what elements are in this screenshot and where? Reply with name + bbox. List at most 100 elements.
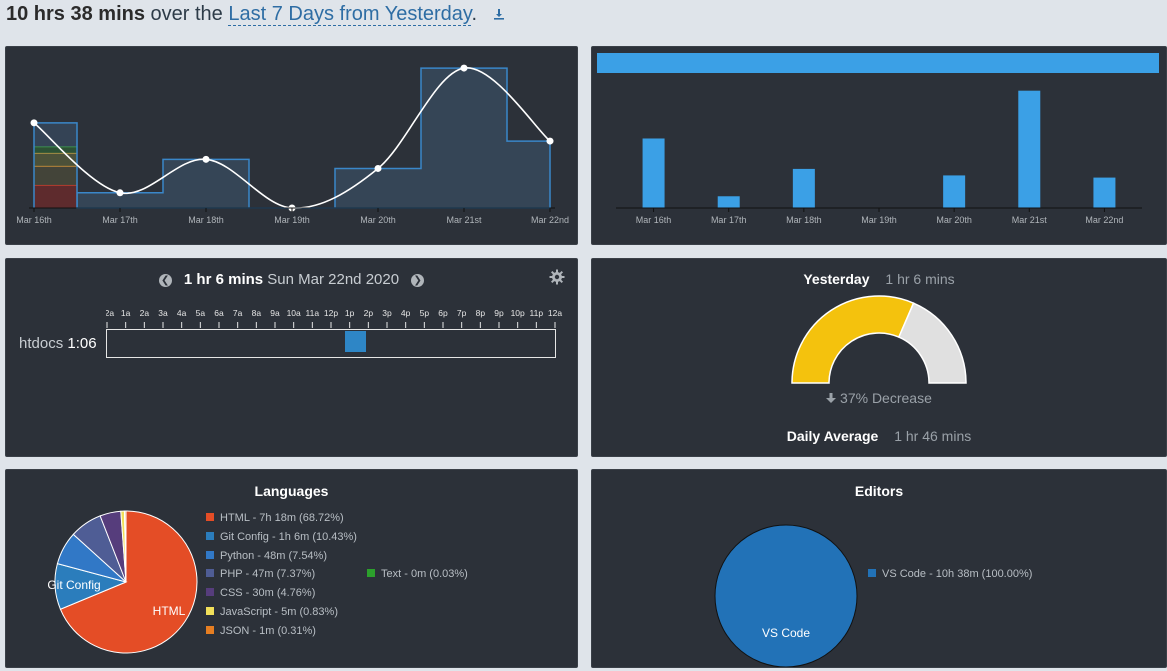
activity-stack-rest (34, 122, 77, 147)
languages-slice-html (59, 510, 198, 654)
activity-x-tick-label: Mar 16th (16, 215, 52, 225)
daily-x-tick-label: Mar 20th (936, 215, 972, 225)
yesterday-value: 1 hr 6 mins (885, 271, 955, 287)
daily-bar (1018, 90, 1041, 208)
languages-legend-swatch (206, 606, 214, 615)
timeline-hour-label: 2a (140, 308, 150, 318)
languages-legend-item[interactable]: HTML - 7h 18m (68.72%) (206, 509, 357, 528)
daily-average-label: Daily Average (786, 428, 879, 444)
languages-legend-swatch (367, 569, 375, 577)
timeline-hour-label: 9p (494, 308, 504, 318)
languages-slice-label: Git Config (47, 578, 100, 592)
activity-point (460, 64, 468, 72)
header-period: . (471, 3, 478, 25)
daily-bar-chart-panel: Mar 16th Mar 17th Mar 18th Mar 19th Mar 20th… (591, 46, 1167, 245)
editors-panel: Editors VS Code VS Code - 10h 38m (100.0… (591, 469, 1167, 668)
timeline-hour-label: 12a (106, 308, 114, 318)
languages-title: Languages (254, 483, 329, 499)
timeline-project-name: htdocs (19, 335, 64, 352)
activity-x-tick-label: Mar 22nd (531, 215, 569, 225)
change-text: 37% Decrease (840, 390, 932, 406)
activity-x-tick-label: Mar 21st (446, 215, 482, 225)
timeline-hour-label: 2p (364, 308, 374, 318)
gauge-remaining (897, 302, 967, 384)
languages-legend-item[interactable]: Python - 48m (7.54%) (206, 547, 357, 566)
timeline-hour-label: 11a (306, 308, 320, 318)
yesterday-row: Yesterday 1 hr 6 mins (592, 271, 1166, 287)
timeline-hour-label: 5a (196, 308, 206, 318)
timeline-hour-label: 8a (252, 308, 262, 318)
date-range-selector[interactable]: Last 7 Days from Yesterday (228, 3, 472, 26)
languages-legend-text: Python - 48m (7.54%) (220, 549, 327, 562)
languages-legend-item[interactable]: JSON - 1m (0.31%) (206, 622, 357, 641)
languages-legend-swatch (206, 569, 214, 578)
languages-legend-item[interactable]: JavaScript - 5m (0.83%) (206, 603, 357, 622)
timeline-hour-label: 11p (530, 308, 544, 318)
timeline-hour-label: 12a (548, 308, 562, 318)
editors-pie-chart: VS Code (714, 524, 858, 667)
activity-stack-html (34, 185, 77, 208)
yesterday-panel: Yesterday 1 hr 6 mins 37% Decrease Daily… (591, 258, 1167, 457)
languages-legend: HTML - 7h 18m (68.72%) Git Config - 1h 6m… (206, 509, 357, 641)
editors-legend: VS Code - 10h 38m (100.00%) (868, 565, 1032, 584)
yesterday-gauge (791, 295, 967, 384)
timeline-track (106, 329, 556, 358)
header-over-the: over the (150, 3, 223, 25)
activity-x-tick-label: Mar 18th (188, 215, 224, 225)
activity-point (374, 164, 382, 172)
daily-bar-chart: Mar 16th Mar 17th Mar 18th Mar 19th Mar 20th… (597, 53, 1159, 225)
total-time: 10 hrs 38 mins (6, 3, 145, 25)
next-day-icon[interactable]: ❯ (411, 273, 425, 287)
download-icon[interactable] (493, 3, 505, 26)
activity-stack-python (34, 166, 77, 186)
timeline-hour-label: 4p (401, 308, 411, 318)
activity-chart: Mar 16th Mar 17th Mar 18th Mar 19th Mar 20th… (16, 64, 569, 225)
daily-bar (792, 168, 815, 208)
editors-legend-swatch (868, 569, 876, 577)
languages-slice-label: HTML (153, 604, 186, 618)
gauge-filled (791, 295, 915, 384)
timeline-hour-label: 1p (345, 308, 355, 318)
daily-bar (943, 175, 966, 208)
timeline-panel: ❮ 1 hr 6 mins Sun Mar 22nd 2020 ❯ 12a 1a 2… (5, 258, 578, 457)
languages-panel: Languages HTML Git Config HTML - 7h 18m (… (5, 469, 578, 668)
daily-x-tick-label: Mar 16th (636, 215, 672, 225)
activity-point (202, 155, 210, 163)
daily-bar (717, 196, 740, 208)
languages-legend-extra: Text - 0m (0.03%) (367, 565, 468, 584)
languages-legend-item[interactable]: Git Config - 1h 6m (10.43%) (206, 528, 357, 547)
daily-x-tick-label: Mar 17th (711, 215, 747, 225)
timeline-hour-label: 10p (511, 308, 525, 318)
languages-legend-text: CSS - 30m (4.76%) (220, 587, 316, 600)
daily-legend-bar (597, 53, 1159, 73)
languages-legend-item[interactable]: PHP - 47m (7.37%) (206, 565, 357, 584)
timeline-hour-label: 12p (324, 308, 338, 318)
languages-legend-text: Text - 0m (0.03%) (381, 568, 468, 580)
daily-average-row: Daily Average 1 hr 46 mins (592, 428, 1166, 444)
editors-legend-item[interactable]: VS Code - 10h 38m (100.00%) (868, 565, 1032, 584)
timeline-hour-label: 7p (457, 308, 467, 318)
activity-stack-json (34, 146, 77, 154)
timeline-activity-block[interactable] (345, 331, 366, 352)
languages-legend-text: HTML - 7h 18m (68.72%) (220, 512, 344, 524)
activity-point (546, 137, 554, 145)
activity-point (30, 119, 38, 127)
languages-legend-item[interactable]: CSS - 30m (4.76%) (206, 584, 357, 603)
languages-legend-swatch (206, 588, 214, 597)
daily-bar (642, 138, 665, 208)
prev-day-icon[interactable]: ❮ (158, 273, 172, 287)
activity-step-area (76, 67, 551, 209)
arrow-down-icon (826, 390, 840, 406)
languages-legend-text: PHP - 47m (7.37%) (220, 568, 316, 581)
timeline-hour-label: 5p (420, 308, 430, 318)
languages-legend-swatch (206, 625, 214, 634)
daily-x-tick-label: Mar 18th (786, 215, 822, 225)
timeline-hour-label: 1a (121, 308, 131, 318)
timeline-hour-label: 9a (270, 308, 280, 318)
timeline-hour-label: 3p (382, 308, 392, 318)
languages-legend-item[interactable]: Text - 0m (0.03%) (367, 565, 468, 584)
gear-icon[interactable] (549, 269, 565, 290)
page-header: 10 hrs 38 mins over the Last 7 Days from… (6, 3, 505, 29)
languages-legend-swatch (206, 531, 214, 540)
timeline-project-label: htdocs 1:06 (19, 335, 97, 352)
